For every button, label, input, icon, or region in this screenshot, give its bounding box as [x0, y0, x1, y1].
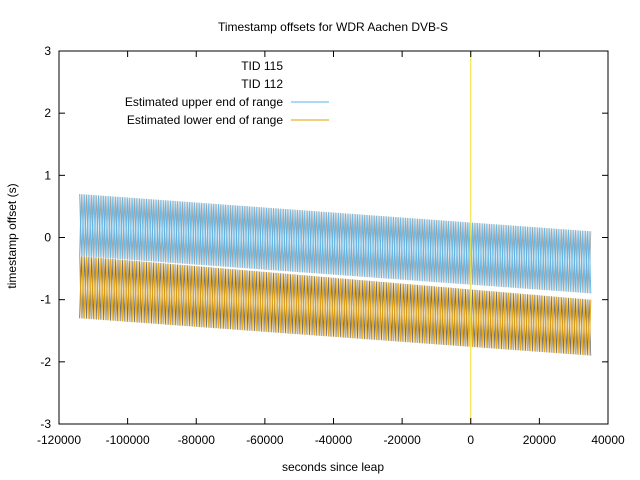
x-axis-label: seconds since leap	[282, 460, 384, 474]
series-line-3	[79, 194, 592, 294]
legend-entry-label: Estimated upper end of range	[125, 95, 283, 109]
plot-area	[79, 51, 592, 424]
y-tick-label: 1	[44, 168, 51, 182]
axes: -120000 -100000 -80000 -60000 -40000 -20000 0 2…	[37, 44, 625, 447]
x-tick-label: -20000	[383, 433, 421, 447]
legend-entry-label: TID 115	[241, 59, 283, 73]
x-tick-label: -120000	[37, 433, 81, 447]
series-line-2	[79, 193, 592, 294]
x-tick-label: -40000	[315, 433, 353, 447]
y-axis-label: timestamp offset (s)	[5, 183, 19, 288]
x-tick-label: -80000	[178, 433, 216, 447]
y-tick-label: -2	[40, 355, 51, 369]
legend-entry-label: Estimated lower end of range	[127, 113, 283, 127]
series-line-1	[79, 256, 592, 356]
x-tick-label: -100000	[106, 433, 150, 447]
x-tick-label: 20000	[523, 433, 557, 447]
series-line-4	[79, 256, 592, 356]
y-tick-label: -1	[40, 293, 51, 307]
x-tick-label: 0	[467, 433, 474, 447]
legend-entry-label: TID 112	[241, 77, 283, 91]
y-tick-label: 2	[44, 106, 51, 120]
chart-title: Timestamp offsets for WDR Aachen DVB-S	[218, 20, 448, 34]
y-tick-label: 3	[44, 44, 51, 58]
x-tick-label: 40000	[591, 433, 625, 447]
x-tick-label: -60000	[246, 433, 284, 447]
y-tick-label: 0	[44, 231, 51, 245]
y-tick-label: -3	[40, 417, 51, 431]
legend: TID 115 TID 112 Estimated upper end of ran…	[125, 59, 329, 127]
